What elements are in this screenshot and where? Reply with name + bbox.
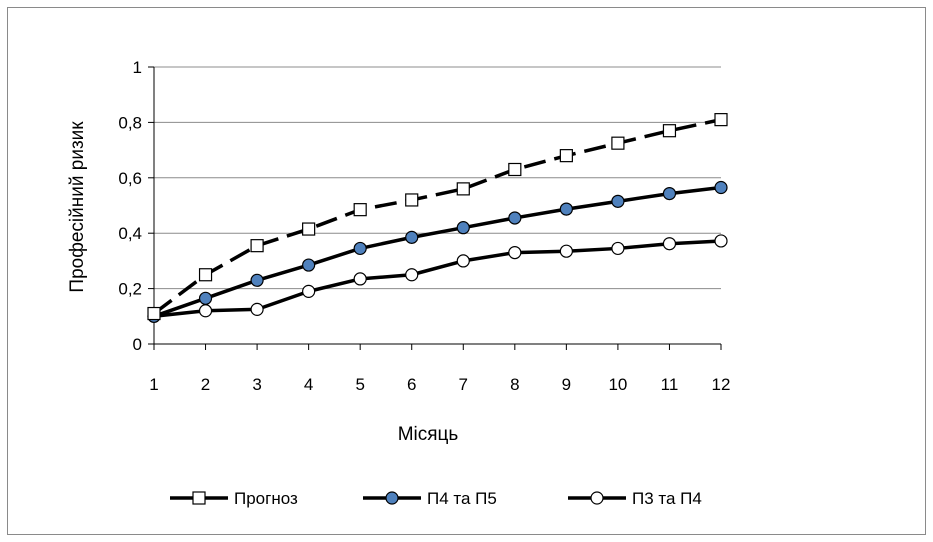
data-point [714,234,728,248]
data-point [250,273,264,287]
y-tick-label: 0,8 [118,113,142,132]
data-point [456,254,470,268]
y-tick-label: 0 [133,335,142,354]
x-tick-label: 4 [304,375,313,394]
legend-item: П4 та П5 [363,489,497,508]
x-tick-label: 8 [510,375,519,394]
x-tick-label: 12 [712,375,731,394]
series-п4-та-п5 [147,180,728,323]
x-axis-title: Місяць [398,424,459,445]
data-point [714,113,728,127]
data-point [405,268,419,282]
legend-label: П4 та П5 [427,489,497,508]
data-point [302,258,316,272]
data-point [611,136,625,150]
data-point [250,302,264,316]
line-chart: 00,20,40,60,81 1 2 3 4 5 6 7 8 9 10 11 12 Місяць Пр… [67,58,730,508]
data-point [611,194,625,208]
data-point [456,182,470,196]
data-point [250,239,264,253]
x-tick-labels: 1 2 3 4 5 6 7 8 9 10 11 12 [149,375,730,394]
x-tick-label: 11 [661,375,679,394]
series-group [147,113,728,323]
data-point [559,202,573,216]
data-point [405,230,419,244]
gridlines [154,66,721,290]
legend: Прогноз П4 та П5 П3 та П4 [170,489,702,508]
legend-marker [590,491,604,505]
data-point [508,211,522,225]
series-line [153,239,722,319]
data-point [198,268,213,282]
data-point [508,245,522,260]
y-tick-label: 0,4 [118,224,142,243]
y-tick-label: 0,2 [118,280,142,299]
x-tick-label: 2 [201,375,210,394]
series-line [152,117,722,315]
data-point [508,162,522,177]
series-п3-та-п4 [147,234,728,323]
x-tick-label: 7 [459,375,468,394]
chart-frame: 0 0,2 0,4 0,6 0,8 1 1 2 3 4 5 6 7 8 9 10 11 12 Місяць Пр… [7,7,926,535]
data-point [198,291,213,305]
legend-item: П3 та П4 [568,489,702,508]
legend-label: Прогноз [234,489,298,508]
x-tick-label: 10 [608,375,627,394]
data-point [198,304,213,318]
data-point [611,241,625,256]
axes [148,66,722,350]
data-point [353,203,367,217]
legend-label: П3 та П4 [632,489,702,508]
data-point [662,186,677,201]
data-point [353,272,367,286]
legend-marker [192,491,206,505]
series-прогноз [147,113,728,321]
data-point [302,284,316,298]
data-point [714,180,728,195]
x-tick-label: 5 [355,375,364,394]
y-tick-labels: 0 0,2 0,4 0,6 0,8 1 [118,58,142,354]
data-point [405,193,419,207]
series-line [153,185,722,318]
x-tick-label: 3 [252,375,261,394]
x-tick-label: 6 [407,375,416,394]
data-point [559,149,573,163]
legend-item: Прогноз [170,489,298,508]
y-tick-label: 0,6 [118,169,142,188]
data-point [353,241,367,256]
data-point [559,244,573,258]
y-tick-label: 1 [133,58,142,77]
data-point [302,222,316,236]
x-tick-label: 9 [562,375,571,394]
legend-marker [385,491,399,505]
x-tick-label: 1 [149,375,158,394]
data-point [662,237,677,251]
data-point [456,221,470,235]
data-point [662,124,677,138]
data-point [147,306,161,321]
y-axis-title: Професійний ризик [67,121,88,293]
